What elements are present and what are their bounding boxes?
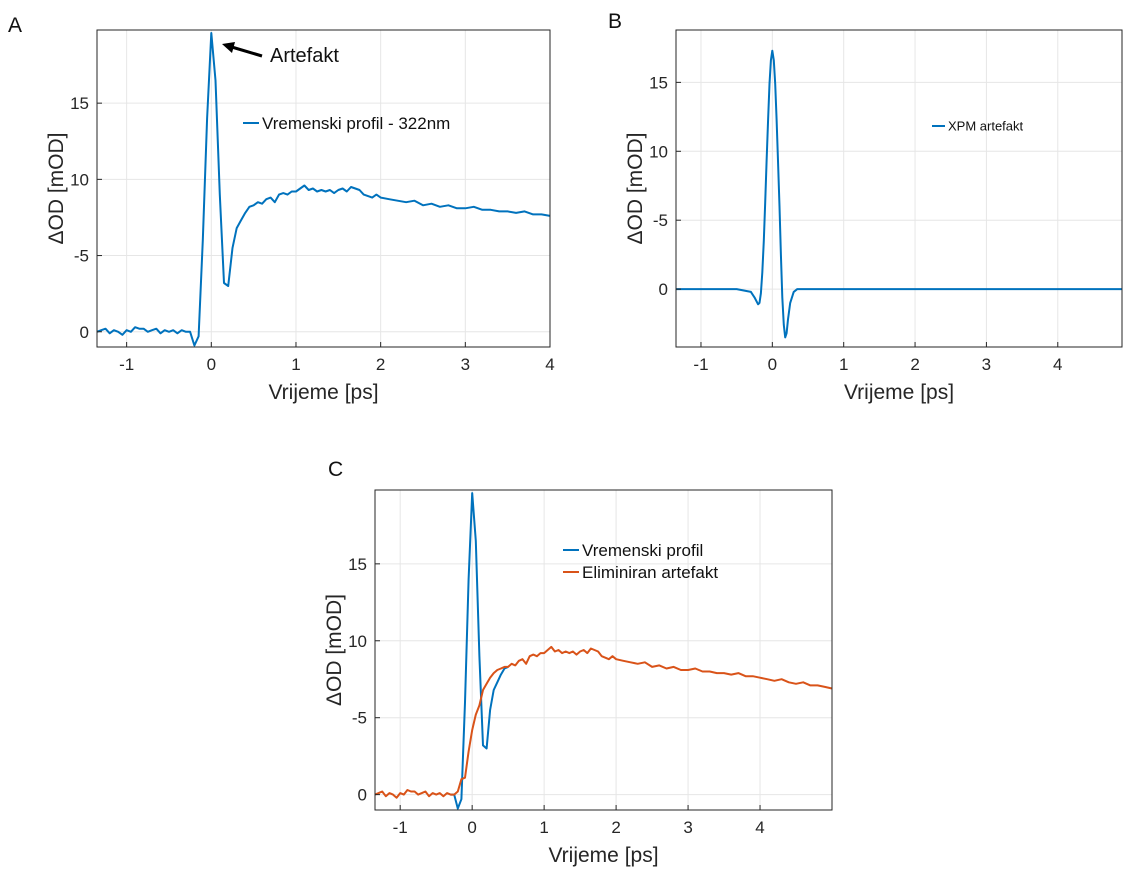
panel-c-ytick-label-0: 0 (358, 786, 367, 805)
chart-panel-a: -1 0 1 2 3 4 0 -5 10 15 Vrijeme [ps] ΔOD [mOD] Vreme… (45, 29, 555, 404)
panel-c-series-0-line (450, 492, 509, 810)
panel-b-series-0-line (676, 49, 1122, 339)
panel-label-c: C (328, 458, 343, 481)
panel-c-legend-label-1: Eliminiran artefakt (582, 563, 718, 582)
panel-a-ytick-label-3: 15 (70, 94, 89, 113)
panel-a-annotation-arrow-head (222, 42, 235, 53)
panel-a-annotation-arrow-shaft (229, 45, 263, 58)
panel-c-xtick-label-0: -1 (393, 818, 408, 837)
panel-a-xtick-label-3: 2 (376, 355, 385, 374)
panel-a-x-axis-label: Vrijeme [ps] (268, 381, 378, 404)
panel-a-xtick-label-1: 0 (207, 355, 216, 374)
panel-b-xtick-label-4: 3 (982, 355, 991, 374)
panel-c-xtick-label-1: 0 (467, 818, 476, 837)
panel-a-annotation-text: Artefakt (270, 45, 339, 67)
panel-b-y-axis-label: ΔOD [mOD] (624, 132, 647, 244)
panel-c-series-1-line (374, 645, 833, 799)
panel-b-legend-label-0: XPM artefakt (948, 119, 1024, 134)
panel-b-ytick-label-3: 15 (649, 73, 668, 92)
panel-c-xtick-label-2: 1 (539, 818, 548, 837)
panel-c-xtick-label-4: 3 (683, 818, 692, 837)
panel-a-ytick-label-1: -5 (74, 247, 89, 266)
panel-c-ytick-label-1: -5 (352, 709, 367, 728)
panel-a-ytick-label-2: 10 (70, 170, 89, 189)
panel-a-xtick-label-5: 4 (545, 355, 554, 374)
panel-c-ytick-label-2: 10 (348, 632, 367, 651)
panel-b-xtick-label-5: 4 (1053, 355, 1062, 374)
panel-b-x-axis-label: Vrijeme [ps] (844, 381, 954, 404)
panel-c-y-axis-label: ΔOD [mOD] (323, 594, 346, 706)
panel-b-xtick-label-2: 1 (839, 355, 848, 374)
panel-label-b: B (608, 10, 622, 33)
panel-c-axes-box (374, 489, 833, 811)
panel-a-axes-box (96, 29, 551, 348)
panel-c-xtick-label-3: 2 (611, 818, 620, 837)
chart-panel-b: -1 0 1 2 3 4 0 -5 10 15 Vrijeme [ps] ΔOD [mOD] XPM a… (624, 29, 1123, 404)
panel-a-xtick-label-0: -1 (119, 355, 134, 374)
panel-a-y-axis-label: ΔOD [mOD] (45, 132, 68, 244)
panel-c-legend-label-0: Vremenski profil (582, 541, 703, 560)
panel-label-a: A (8, 14, 22, 37)
panel-b-ytick-label-0: 0 (659, 280, 668, 299)
chart-panel-c: -1 0 1 2 3 4 0 -5 10 15 Vrijeme [ps] ΔOD [mOD] Vreme… (323, 489, 833, 867)
panel-b-xtick-label-1: 0 (768, 355, 777, 374)
panel-c-ytick-label-3: 15 (348, 555, 367, 574)
panel-a-xtick-label-2: 1 (291, 355, 300, 374)
panel-b-ytick-label-2: 10 (649, 142, 668, 161)
panel-a-ytick-label-0: 0 (80, 323, 89, 342)
panel-a-series-0-line (96, 32, 551, 347)
panel-a-legend-label-0: Vremenski profil - 322nm (262, 114, 450, 133)
panel-b-ytick-label-1: -5 (653, 211, 668, 230)
panel-c-x-axis-label: Vrijeme [ps] (548, 844, 658, 867)
panel-b-axes-box (675, 29, 1123, 348)
panel-c-xtick-label-5: 4 (755, 818, 764, 837)
panel-b-xtick-label-3: 2 (910, 355, 919, 374)
panel-a-xtick-label-4: 3 (461, 355, 470, 374)
panel-b-xtick-label-0: -1 (693, 355, 708, 374)
